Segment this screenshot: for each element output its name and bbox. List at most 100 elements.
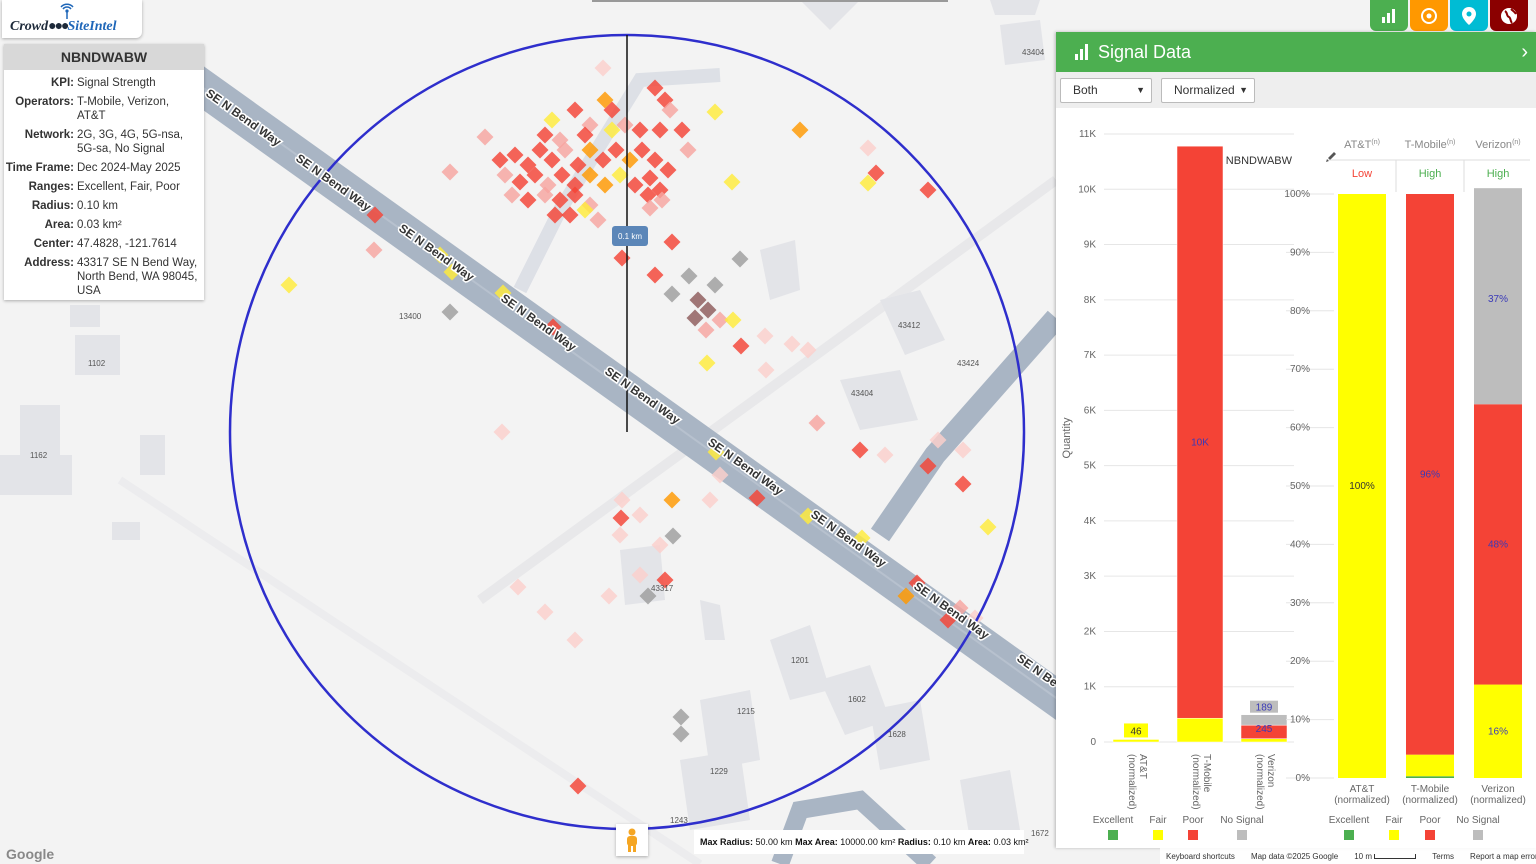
signal-sample-marker[interactable] [697, 321, 715, 339]
signal-sample-marker[interactable] [566, 101, 584, 119]
signal-sample-marker[interactable] [808, 414, 826, 432]
signal-sample-marker[interactable] [661, 101, 679, 119]
bar-segment[interactable] [1176, 145, 1224, 719]
signal-sample-marker[interactable] [853, 529, 871, 547]
signal-sample-marker[interactable] [594, 59, 612, 77]
signal-sample-marker[interactable] [506, 146, 524, 164]
signal-sample-marker[interactable] [551, 131, 569, 149]
signal-sample-marker[interactable] [659, 161, 677, 179]
signal-sample-marker[interactable] [651, 121, 669, 139]
terms-link[interactable]: Terms [1432, 851, 1455, 861]
signal-sample-marker[interactable] [673, 121, 691, 139]
signal-sample-marker[interactable] [546, 206, 564, 224]
globe-button[interactable] [1490, 0, 1528, 31]
signal-sample-marker[interactable] [672, 708, 690, 726]
signal-sample-marker[interactable] [621, 151, 639, 169]
signal-sample-marker[interactable] [954, 475, 972, 493]
signal-sample-marker[interactable] [954, 441, 972, 459]
signal-sample-marker[interactable] [596, 176, 614, 194]
signal-sample-marker[interactable] [711, 311, 729, 329]
signal-sample-marker[interactable] [641, 169, 659, 187]
signal-sample-marker[interactable] [756, 327, 774, 345]
signal-sample-marker[interactable] [616, 116, 634, 134]
signal-sample-marker[interactable] [613, 491, 631, 509]
signal-sample-marker[interactable] [443, 263, 461, 281]
signal-sample-marker[interactable] [431, 246, 449, 264]
signal-sample-marker[interactable] [653, 191, 671, 209]
bar-segment[interactable] [1474, 684, 1522, 778]
signal-sample-marker[interactable] [929, 431, 947, 449]
signal-sample-marker[interactable] [732, 337, 750, 355]
signal-sample-marker[interactable] [476, 128, 494, 146]
signal-sample-marker[interactable] [509, 578, 527, 596]
signal-sample-marker[interactable] [939, 611, 957, 629]
signal-sample-marker[interactable] [551, 191, 569, 209]
bar-segment[interactable] [1406, 754, 1454, 777]
signal-sample-marker[interactable] [566, 631, 584, 649]
signal-sample-marker[interactable] [680, 267, 698, 285]
signal-sample-marker[interactable] [689, 291, 707, 309]
signal-sample-marker[interactable] [859, 139, 877, 157]
signal-sample-marker[interactable] [951, 599, 969, 617]
signal-sample-marker[interactable] [723, 173, 741, 191]
signal-sample-marker[interactable] [519, 191, 537, 209]
bar-segment[interactable] [1474, 404, 1522, 685]
keyboard-shortcuts-link[interactable]: Keyboard shortcuts [1166, 851, 1235, 861]
signal-sample-marker[interactable] [526, 166, 544, 184]
signal-sample-marker[interactable] [663, 285, 681, 303]
signal-sample-marker[interactable] [493, 423, 511, 441]
signal-sample-marker[interactable] [663, 233, 681, 251]
signal-sample-marker[interactable] [639, 186, 657, 204]
signal-sample-marker[interactable] [569, 156, 587, 174]
signal-sample-marker[interactable] [664, 527, 682, 545]
signal-sample-marker[interactable] [569, 777, 587, 795]
signal-sample-marker[interactable] [851, 441, 869, 459]
signal-sample-marker[interactable] [724, 311, 742, 329]
signal-sample-marker[interactable] [561, 206, 579, 224]
signal-sample-marker[interactable] [641, 199, 659, 217]
signal-sample-marker[interactable] [600, 587, 618, 605]
bar-segment[interactable] [1406, 776, 1454, 778]
signal-sample-marker[interactable] [783, 335, 801, 353]
bar-segment[interactable] [1112, 739, 1160, 743]
signal-sample-marker[interactable] [594, 151, 612, 169]
signal-sample-marker[interactable] [876, 446, 894, 464]
signal-sample-marker[interactable] [679, 141, 697, 159]
signal-sample-marker[interactable] [631, 506, 649, 524]
signal-sample-marker[interactable] [603, 101, 621, 119]
signal-sample-marker[interactable] [908, 574, 926, 592]
bar-segment[interactable] [1474, 188, 1522, 405]
signal-sample-marker[interactable] [612, 509, 630, 527]
signal-sample-marker[interactable] [859, 174, 877, 192]
signal-sample-marker[interactable] [576, 126, 594, 144]
signal-sample-marker[interactable] [631, 566, 649, 584]
street-view-pegman[interactable] [616, 824, 648, 856]
signal-sample-marker[interactable] [611, 166, 629, 184]
signal-sample-marker[interactable] [651, 536, 669, 554]
signal-sample-marker[interactable] [603, 121, 621, 139]
bar-segment[interactable] [1406, 194, 1454, 755]
edit-title-pencil-icon[interactable] [1326, 152, 1336, 162]
signal-sample-marker[interactable] [581, 141, 599, 159]
signal-sample-marker[interactable] [543, 111, 561, 129]
signal-sample-marker[interactable] [366, 206, 384, 224]
signal-sample-marker[interactable] [496, 166, 514, 184]
signal-sample-marker[interactable] [706, 103, 724, 121]
signal-sample-marker[interactable] [663, 491, 681, 509]
signal-sample-marker[interactable] [799, 341, 817, 359]
signal-sample-marker[interactable] [656, 571, 674, 589]
normalization-select[interactable]: Normalized ▼ [1161, 77, 1255, 103]
signal-sample-marker[interactable] [706, 276, 724, 294]
signal-sample-marker[interactable] [646, 79, 664, 97]
location-button[interactable] [1450, 0, 1488, 31]
signal-sample-marker[interactable] [544, 318, 562, 336]
signal-sample-marker[interactable] [707, 443, 725, 461]
signal-sample-marker[interactable] [536, 126, 554, 144]
bar-segment[interactable] [1338, 194, 1386, 778]
signal-sample-marker[interactable] [531, 141, 549, 159]
signal-sample-marker[interactable] [701, 491, 719, 509]
signal-sample-marker[interactable] [607, 141, 625, 159]
signal-sample-marker[interactable] [799, 507, 817, 525]
signal-sample-marker[interactable] [581, 166, 599, 184]
signal-sample-marker[interactable] [672, 725, 690, 743]
